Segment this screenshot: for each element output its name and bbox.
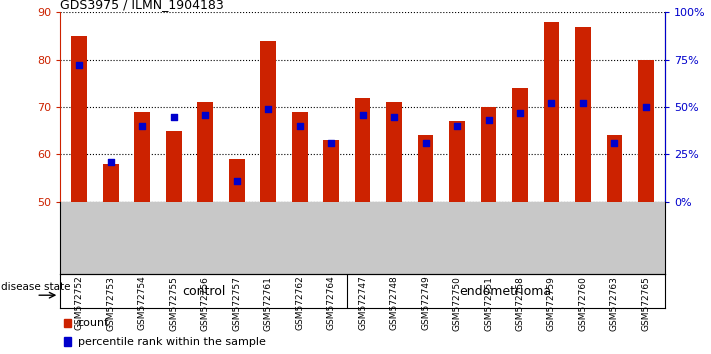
Point — [326, 140, 337, 146]
Bar — [166, 131, 181, 202]
Bar — [324, 140, 339, 202]
Point — [357, 112, 368, 118]
Text: disease state: disease state — [1, 282, 70, 292]
Bar — [292, 112, 308, 202]
Point — [577, 101, 589, 106]
Bar — [575, 27, 591, 202]
Text: count: count — [77, 318, 109, 328]
Bar — [71, 36, 87, 202]
Bar — [638, 60, 654, 202]
Bar — [260, 41, 276, 202]
Point — [231, 178, 242, 184]
Point — [483, 118, 494, 123]
Point — [74, 63, 85, 68]
Point — [609, 140, 620, 146]
Bar — [386, 102, 402, 202]
Bar — [417, 136, 434, 202]
Point — [168, 114, 179, 119]
Point — [262, 106, 274, 112]
Point — [294, 123, 305, 129]
Text: percentile rank within the sample: percentile rank within the sample — [77, 337, 266, 347]
Bar — [229, 159, 245, 202]
Bar — [481, 107, 496, 202]
Text: GDS3975 / ILMN_1904183: GDS3975 / ILMN_1904183 — [60, 0, 224, 11]
Bar — [449, 121, 465, 202]
Bar — [64, 337, 71, 346]
Bar — [512, 88, 528, 202]
Bar — [64, 319, 71, 327]
Bar — [355, 98, 370, 202]
Point — [200, 112, 211, 118]
Bar — [198, 102, 213, 202]
Point — [451, 123, 463, 129]
Bar — [134, 112, 150, 202]
Point — [388, 114, 400, 119]
Point — [640, 104, 651, 110]
Point — [514, 110, 525, 116]
Point — [137, 123, 148, 129]
Point — [546, 101, 557, 106]
Text: control: control — [182, 285, 225, 298]
Bar — [544, 22, 560, 202]
Point — [105, 159, 117, 165]
Bar — [103, 164, 119, 202]
Text: endometrioma: endometrioma — [460, 285, 552, 298]
Point — [420, 140, 432, 146]
Bar — [606, 136, 622, 202]
